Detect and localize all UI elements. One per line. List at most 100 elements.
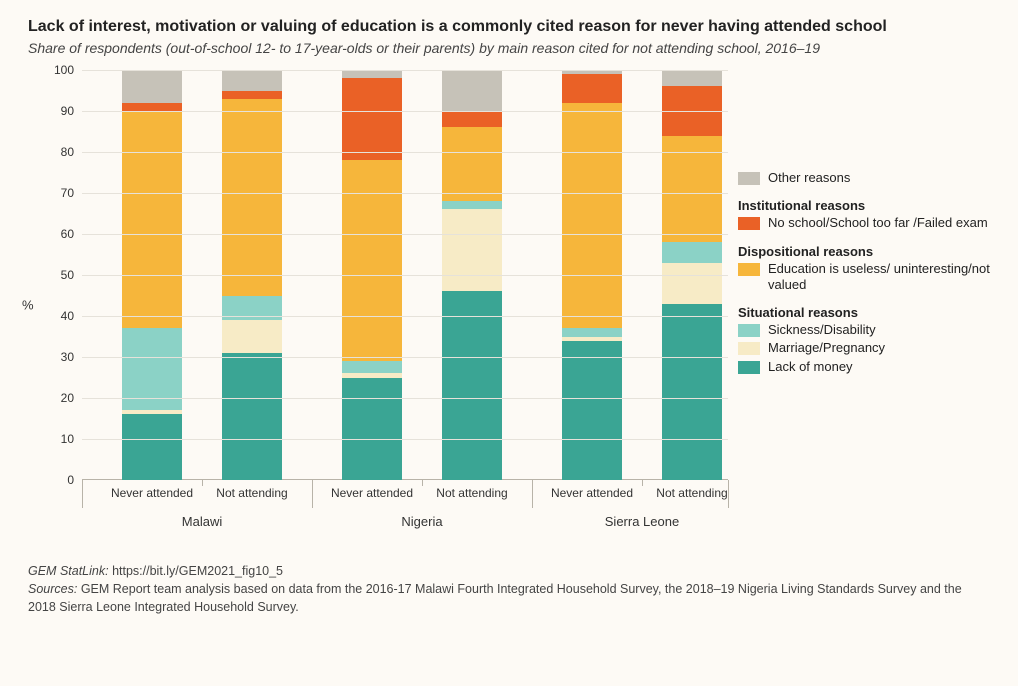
bar-segment-lack_of_money xyxy=(342,378,402,481)
sources-line: Sources: GEM Report team analysis based … xyxy=(28,580,990,616)
grid-line xyxy=(82,70,728,71)
y-tick-label: 70 xyxy=(34,186,74,200)
legend-label: Other reasons xyxy=(768,170,850,186)
bar-segment-marriage_pregnancy xyxy=(562,337,622,341)
y-tick-label: 60 xyxy=(34,227,74,241)
y-tick-label: 50 xyxy=(34,268,74,282)
chart-subtitle: Share of respondents (out-of-school 12- … xyxy=(28,40,990,56)
bar-segment-marriage_pregnancy xyxy=(222,320,282,353)
grid-line xyxy=(82,193,728,194)
legend-label: Education is useless/ uninteresting/not … xyxy=(768,261,990,294)
y-tick-label: 40 xyxy=(34,309,74,323)
legend-item: Other reasons xyxy=(738,170,990,186)
bar-segment-no_school xyxy=(122,103,182,111)
bar-segment-no_school xyxy=(562,74,622,103)
legend-group: Dispositional reasons Education is useles… xyxy=(738,244,990,294)
bar-segment-lack_of_money xyxy=(222,353,282,480)
legend: Other reasons Institutional reasons No sch… xyxy=(738,70,990,540)
statlink-line: GEM StatLink: https://bit.ly/GEM2021_fig… xyxy=(28,562,990,580)
bar-segment-education_useless xyxy=(222,99,282,296)
chart-title: Lack of interest, motivation or valuing … xyxy=(28,18,990,36)
bar-segment-education_useless xyxy=(122,111,182,328)
x-country-label: Nigeria xyxy=(362,514,482,529)
legend-swatch xyxy=(738,263,760,276)
bar-segment-no_school xyxy=(442,111,502,127)
legend-swatch xyxy=(738,361,760,374)
legend-label: Marriage/Pregnancy xyxy=(768,340,885,356)
bar-segment-marriage_pregnancy xyxy=(442,209,502,291)
legend-heading: Situational reasons xyxy=(738,305,990,320)
grid-line xyxy=(82,152,728,153)
bar-segment-other xyxy=(342,70,402,78)
grid-line xyxy=(82,316,728,317)
grid-line xyxy=(82,234,728,235)
legend-swatch xyxy=(738,172,760,185)
legend-label: Lack of money xyxy=(768,359,853,375)
y-tick-label: 20 xyxy=(34,391,74,405)
x-group-tick xyxy=(312,480,313,508)
x-category-label: Never attended xyxy=(317,486,427,500)
legend-swatch xyxy=(738,324,760,337)
x-category-label: Never attended xyxy=(97,486,207,500)
bar-segment-lack_of_money xyxy=(562,341,622,480)
sources-text: GEM Report team analysis based on data f… xyxy=(28,582,962,614)
legend-group: Situational reasons Sickness/Disability Ma… xyxy=(738,305,990,375)
legend-item: No school/School too far /Failed exam xyxy=(738,215,990,231)
bar-segment-other xyxy=(222,70,282,91)
bar-segment-education_useless xyxy=(442,127,502,201)
x-category-label: Not attending xyxy=(197,486,307,500)
x-country-label: Sierra Leone xyxy=(582,514,702,529)
legend-item: Lack of money xyxy=(738,359,990,375)
legend-group: Institutional reasons No school/School to… xyxy=(738,198,990,231)
bar-segment-sickness_disability xyxy=(562,328,622,336)
y-tick-label: 30 xyxy=(34,350,74,364)
statlink-label: GEM StatLink: xyxy=(28,564,109,578)
grid-line xyxy=(82,439,728,440)
legend-label: No school/School too far /Failed exam xyxy=(768,215,988,231)
grid-line xyxy=(82,357,728,358)
bar-segment-marriage_pregnancy xyxy=(662,263,722,304)
y-tick-label: 80 xyxy=(34,145,74,159)
x-category-label: Not attending xyxy=(637,486,747,500)
y-axis-label: % xyxy=(22,298,34,313)
legend-swatch xyxy=(738,217,760,230)
bar-segment-marriage_pregnancy xyxy=(122,410,182,414)
bar-segment-sickness_disability xyxy=(662,242,722,263)
bar-segment-lack_of_money xyxy=(662,304,722,480)
legend-heading: Dispositional reasons xyxy=(738,244,990,259)
bar-segment-other xyxy=(442,70,502,111)
chart-wrap: % 0102030405060708090100 Never attendedN… xyxy=(28,70,990,540)
plot-region: 0102030405060708090100 xyxy=(82,70,728,480)
legend-swatch xyxy=(738,342,760,355)
y-tick-label: 10 xyxy=(34,432,74,446)
y-tick-label: 100 xyxy=(34,63,74,77)
legend-item: Sickness/Disability xyxy=(738,322,990,338)
bar-segment-other xyxy=(662,70,722,86)
bar-segment-education_useless xyxy=(562,103,622,329)
bar-segment-education_useless xyxy=(342,160,402,361)
grid-line xyxy=(82,111,728,112)
y-tick-label: 0 xyxy=(34,473,74,487)
x-category-label: Not attending xyxy=(417,486,527,500)
x-category-label: Never attended xyxy=(537,486,647,500)
bar-segment-sickness_disability xyxy=(442,201,502,209)
bar-segment-marriage_pregnancy xyxy=(342,373,402,377)
y-tick-label: 90 xyxy=(34,104,74,118)
x-group-tick xyxy=(532,480,533,508)
bar-segment-no_school xyxy=(222,91,282,99)
legend-item: Marriage/Pregnancy xyxy=(738,340,990,356)
x-group-tick xyxy=(82,480,83,508)
sources-label: Sources: xyxy=(28,582,77,596)
bar-segment-lack_of_money xyxy=(442,291,502,480)
grid-line xyxy=(82,275,728,276)
bar-segment-sickness_disability xyxy=(342,361,402,373)
statlink-url: https://bit.ly/GEM2021_fig10_5 xyxy=(112,564,283,578)
legend-label: Sickness/Disability xyxy=(768,322,876,338)
legend-item: Education is useless/ uninteresting/not … xyxy=(738,261,990,294)
chart-area: % 0102030405060708090100 Never attendedN… xyxy=(28,70,728,540)
grid-line xyxy=(82,398,728,399)
bar-segment-other xyxy=(122,70,182,103)
x-country-label: Malawi xyxy=(142,514,262,529)
legend-heading: Institutional reasons xyxy=(738,198,990,213)
bar-segment-no_school xyxy=(342,78,402,160)
